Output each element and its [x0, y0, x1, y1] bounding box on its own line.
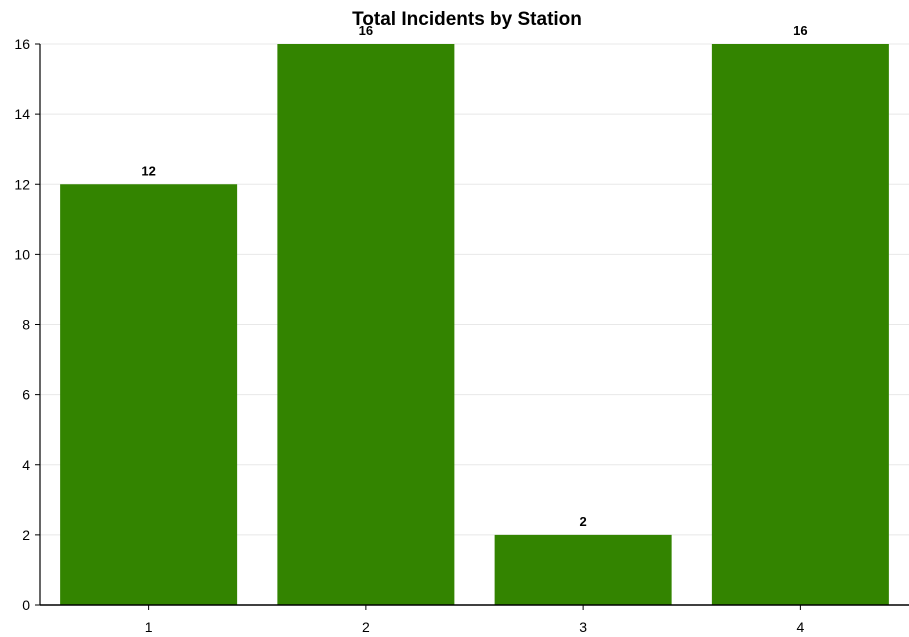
- y-tick-label: 2: [22, 527, 30, 543]
- chart-title: Total Incidents by Station: [352, 9, 582, 30]
- y-tick-label: 0: [22, 597, 30, 613]
- bar-station-4: [711, 44, 889, 605]
- y-tick-label: 6: [22, 387, 30, 403]
- x-tick-label: 4: [796, 619, 804, 635]
- bar-station-3: [494, 534, 672, 605]
- x-tick-label: 1: [145, 619, 153, 635]
- bar-station-1: [60, 184, 238, 605]
- y-tick-label: 10: [14, 246, 30, 262]
- data-label: 2: [580, 514, 587, 529]
- x-tick-label: 2: [362, 619, 370, 635]
- y-tick-label: 16: [14, 36, 30, 52]
- x-tick-label: 3: [579, 619, 587, 635]
- data-label: 16: [359, 23, 373, 38]
- y-tick-label: 8: [22, 317, 30, 333]
- y-tick-label: 14: [14, 106, 30, 122]
- bars: [60, 44, 889, 605]
- axes: [35, 43, 909, 610]
- data-label: 16: [793, 23, 807, 38]
- y-tick-label: 4: [22, 457, 30, 473]
- labels: 0 2 4 6 8 10 12 14 16 12 1 16 2 2 3 16 4: [14, 23, 807, 635]
- data-label: 12: [141, 163, 155, 178]
- y-tick-label: 12: [14, 176, 30, 192]
- bar-station-2: [277, 44, 455, 605]
